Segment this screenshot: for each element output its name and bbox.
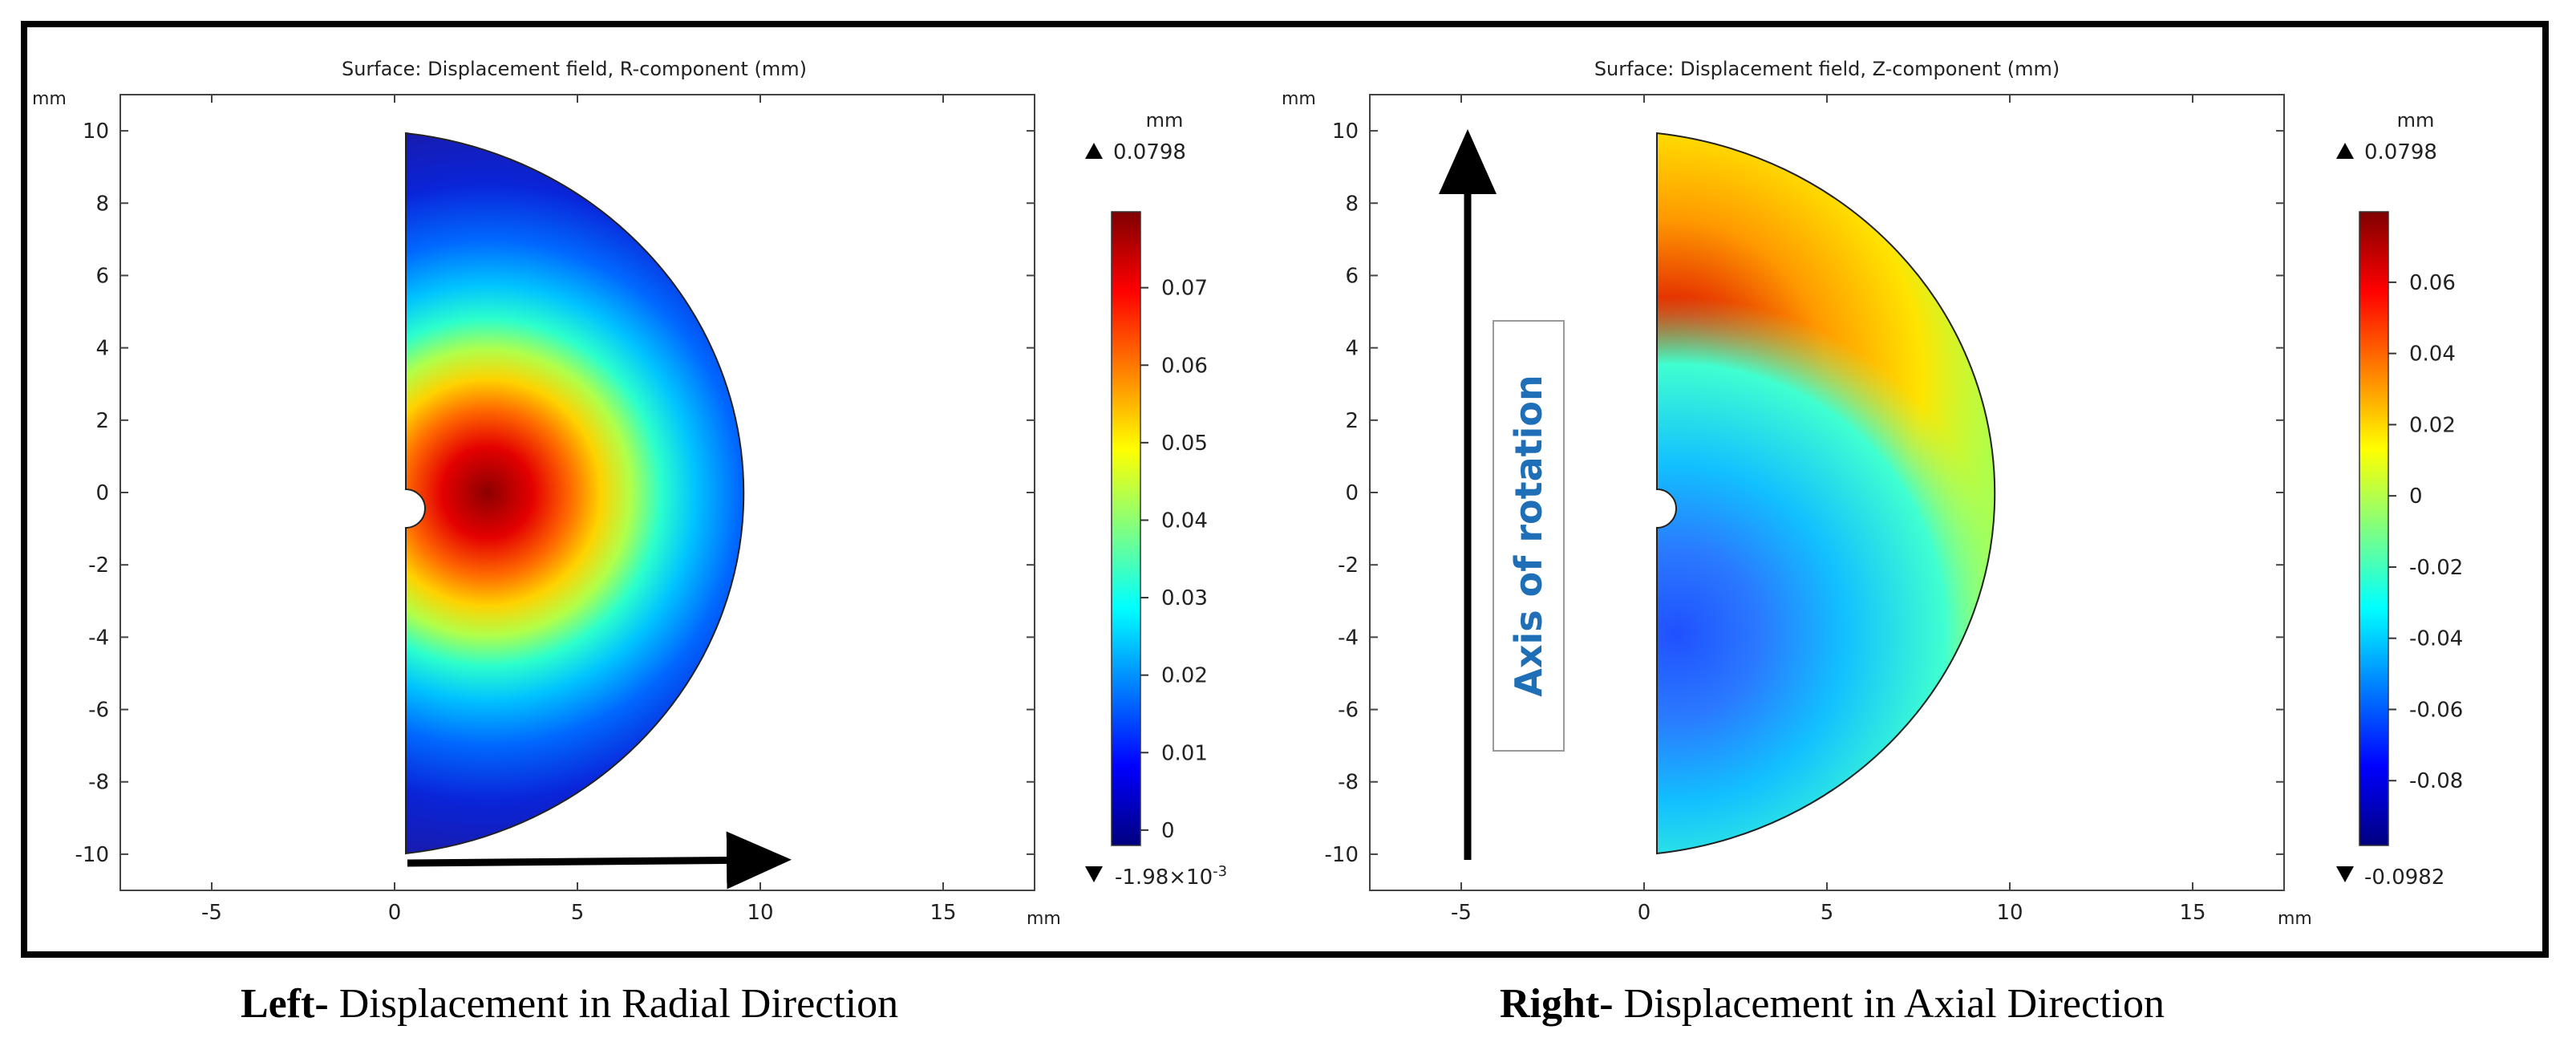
left-colorbar-tick-label: 0.01 [1161, 741, 1208, 765]
right-y-tick-label: -8 [1338, 771, 1359, 795]
left-colorbar-tick-label: 0 [1161, 819, 1175, 843]
left-colorbar-min-label: -1.98×10-3 [1115, 863, 1227, 890]
right-y-tick-label: 8 [1345, 192, 1359, 216]
left-plot-title: Surface: Displacement field, R-component… [342, 58, 807, 80]
left-min-triangle-icon [1085, 866, 1103, 882]
axis-of-rotation-label-box [1493, 320, 1565, 752]
left-y-tick-label: -2 [88, 553, 109, 578]
left-colorbar-tick-label: 0.03 [1161, 586, 1208, 610]
right-caption-text: Displacement in Axial Direction [1613, 981, 2165, 1027]
left-plot: Surface: Displacement field, R-component… [32, 58, 1227, 929]
left-colorbar-ticks: 0.07 0.06 0.05 0.04 0.03 0.02 0.01 0 [1140, 277, 1208, 843]
left-x-unit-label: mm [1027, 909, 1061, 929]
left-colorbar-tick-label: 0.04 [1161, 509, 1208, 533]
right-colorbar-tick-label: 0.04 [2409, 343, 2456, 367]
right-x-tick-label: -5 [1451, 901, 1472, 925]
right-y-tick-label: 6 [1345, 264, 1359, 288]
right-x-tick-label: 0 [1638, 901, 1651, 925]
right-y-unit-label: mm [1282, 89, 1316, 109]
right-y-tick-label: -10 [1325, 843, 1359, 867]
right-y-tick-label: 2 [1345, 409, 1359, 433]
left-axes: -5 0 5 10 15 10 8 6 4 2 0 -2 -4 -6 -8 -10 [75, 95, 1035, 925]
right-colorbar-tick-label: -0.06 [2409, 698, 2463, 722]
left-y-tick-label: -4 [88, 626, 109, 650]
right-colorbar-min-label: -0.0982 [2364, 865, 2444, 890]
right-plot: Surface: Displacement field, Z-component… [1282, 58, 2463, 929]
left-colorbar [1111, 211, 1141, 846]
right-y-tick-label: 10 [1332, 120, 1359, 144]
left-max-triangle-icon [1085, 143, 1103, 159]
left-y-tick-label: -8 [88, 771, 109, 795]
right-colorbar [2359, 211, 2389, 846]
right-max-triangle-icon [2336, 143, 2354, 159]
left-caption-bold: Left- [241, 981, 329, 1027]
right-colorbar-tick-label: -0.08 [2409, 769, 2463, 793]
left-x-tick-label: 15 [930, 901, 956, 925]
right-colorbar-ticks: 0.06 0.04 0.02 0 -0.02 -0.04 -0.06 -0.08 [2388, 271, 2463, 793]
right-x-unit-label: mm [2278, 909, 2312, 929]
left-y-tick-label: -10 [75, 843, 109, 867]
left-y-tick-label: 6 [95, 264, 109, 288]
right-y-tick-label: -2 [1338, 553, 1359, 578]
left-colorbar-tick-label: 0.02 [1161, 664, 1208, 688]
radial-direction-arrow [407, 831, 792, 890]
left-colorbar-unit: mm [1146, 109, 1184, 132]
left-y-tick-label: 10 [83, 120, 109, 144]
right-y-tick-label: -6 [1338, 699, 1359, 723]
right-x-tick-label: 5 [1821, 901, 1834, 925]
right-colorbar-unit: mm [2397, 109, 2435, 132]
left-y-unit-label: mm [32, 89, 67, 109]
left-y-tick-label: 4 [95, 337, 109, 361]
right-caption-bold: Right- [1500, 981, 1614, 1027]
left-x-tick-label: 0 [388, 901, 402, 925]
right-x-tick-label: 10 [1996, 901, 2023, 925]
left-x-tick-label: 5 [571, 901, 585, 925]
left-displacement-surface [405, 132, 745, 855]
right-colorbar-max-label: 0.0798 [2364, 140, 2437, 164]
right-min-triangle-icon [2336, 866, 2354, 882]
left-colorbar-max-label: 0.0798 [1113, 140, 1186, 164]
right-y-tick-label: -4 [1338, 626, 1359, 650]
axis-of-rotation-label: Axis of rotation [1507, 375, 1550, 697]
left-colorbar-tick-label: 0.07 [1161, 277, 1208, 301]
left-y-tick-label: 0 [95, 481, 109, 505]
left-x-tick-label: -5 [201, 901, 222, 925]
right-colorbar-tick-label: 0.06 [2409, 271, 2456, 295]
right-x-tick-label: 15 [2179, 901, 2205, 925]
left-caption-text: Displacement in Radial Direction [328, 981, 899, 1027]
left-y-tick-label: 8 [95, 192, 109, 216]
left-x-tick-label: 10 [747, 901, 773, 925]
right-y-tick-label: 4 [1345, 337, 1359, 361]
right-colorbar-tick-label: 0 [2409, 484, 2423, 509]
right-axes: -5 0 5 10 15 10 8 6 4 2 0 -2 -4 -6 -8 -10 [1325, 95, 2284, 925]
right-y-tick-label: 0 [1345, 481, 1359, 505]
right-colorbar-tick-label: -0.04 [2409, 627, 2463, 651]
left-caption: Left- Displacement in Radial Direction [241, 972, 898, 1036]
right-colorbar-tick-label: -0.02 [2409, 556, 2463, 580]
right-colorbar-tick-label: 0.02 [2409, 413, 2456, 437]
left-y-tick-label: 2 [95, 409, 109, 433]
left-colorbar-tick-label: 0.06 [1161, 354, 1208, 378]
right-caption: Right- Displacement in Axial Direction [1500, 972, 2165, 1036]
right-plot-title: Surface: Displacement field, Z-component… [1594, 58, 2060, 80]
left-y-tick-label: -6 [88, 699, 109, 723]
left-colorbar-tick-label: 0.05 [1161, 432, 1208, 456]
right-displacement-surface [1656, 132, 1996, 855]
